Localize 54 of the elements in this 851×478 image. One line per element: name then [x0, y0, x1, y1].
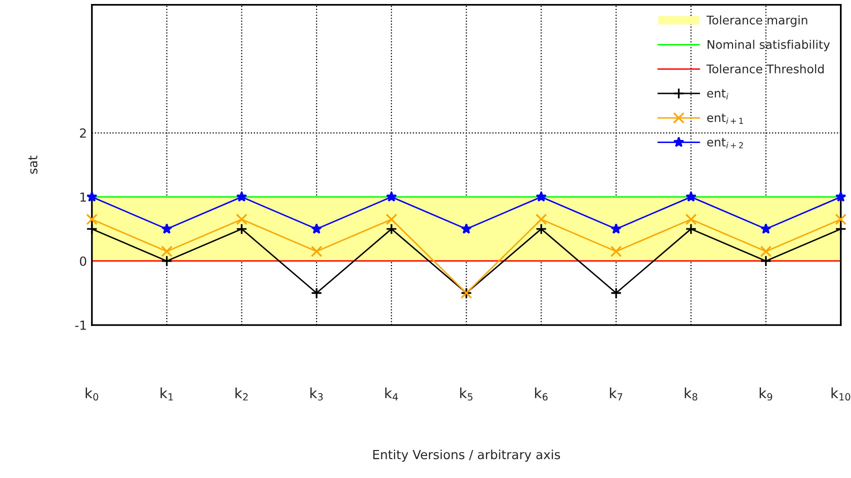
x-tick-label: k$_{1}$ — [160, 388, 173, 400]
legend-label: Nominal satisfiability — [708, 40, 830, 52]
x-tick-label: k$_{2}$ — [236, 388, 248, 400]
point — [536, 191, 547, 202]
y-axis-title: sat — [28, 156, 38, 174]
point — [610, 287, 622, 299]
x-tick-label: k$_{0}$ — [86, 388, 98, 401]
point — [686, 191, 696, 202]
point — [610, 246, 622, 258]
point — [610, 223, 622, 234]
legend-label: Tolerance margin — [706, 15, 808, 27]
point — [386, 191, 397, 202]
point — [311, 223, 322, 234]
point — [835, 191, 846, 202]
legend-label: ent$_{i+1}$ — [707, 114, 743, 124]
y-tick-label: 0 — [80, 256, 86, 266]
point — [86, 214, 98, 226]
x-tick-label: k$_{7}$ — [610, 388, 622, 400]
point — [835, 223, 846, 235]
legend-label: ent$_{i}$ — [707, 89, 728, 100]
y-tick-label: 2 — [80, 128, 86, 138]
point — [760, 255, 772, 267]
point — [760, 223, 772, 234]
point — [685, 214, 697, 226]
y-tick-label: -1 — [75, 320, 86, 330]
legend-label: Tolerance Threshold — [706, 64, 824, 74]
x-tick-label: k$_{8}$ — [684, 388, 698, 401]
y-tick-label: 1 — [80, 192, 86, 202]
point — [835, 214, 846, 226]
x-axis-title: Entity Versions / arbitrary axis — [373, 450, 560, 462]
x-tick-label: k$_{9}$ — [760, 388, 772, 401]
point — [86, 223, 98, 235]
point — [536, 214, 547, 226]
x-tick-label: k$_{4}$ — [385, 388, 398, 400]
point — [161, 223, 172, 234]
point — [236, 223, 248, 235]
point — [236, 191, 248, 202]
point — [386, 214, 398, 226]
point — [161, 255, 172, 267]
x-tick-label: k$_{5}$ — [460, 388, 472, 401]
point — [161, 246, 172, 258]
point — [536, 223, 547, 235]
point — [86, 191, 98, 202]
point — [685, 223, 697, 235]
point — [310, 287, 322, 299]
legend-label: ent$_{i+2}$ — [707, 138, 743, 148]
point — [236, 214, 248, 226]
point — [310, 246, 322, 258]
x-tick-label: k$_{10}$ — [832, 388, 850, 401]
point — [760, 246, 772, 258]
x-tick-label: k$_{6}$ — [535, 388, 548, 401]
point — [386, 223, 398, 235]
point — [460, 223, 472, 234]
x-tick-label: k$_{3}$ — [310, 388, 323, 401]
